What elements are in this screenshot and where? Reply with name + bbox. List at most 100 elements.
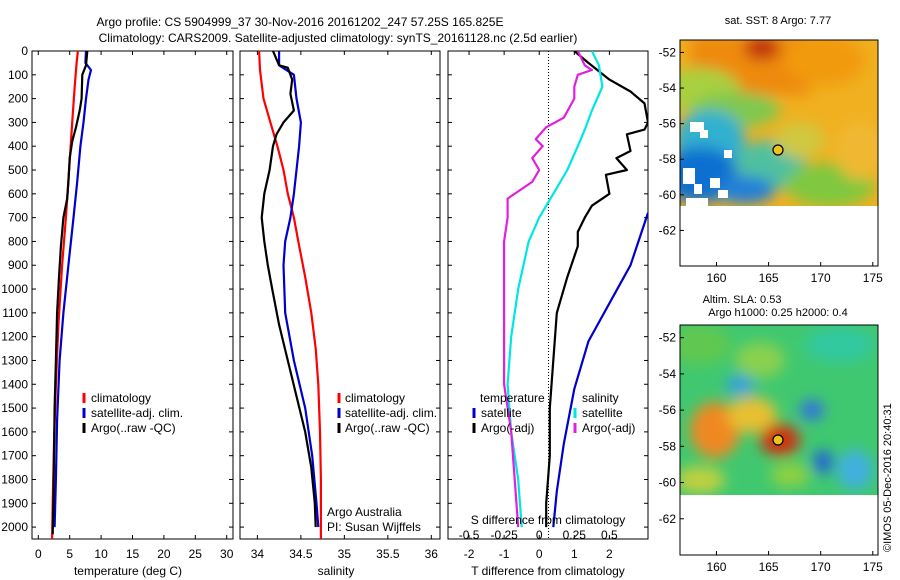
x-tick-label: 1 [571, 547, 578, 561]
x-tick-label-secondary: -0.5 [459, 528, 480, 542]
difference-legend-temperature: temperature satellite Argo(-adj) [472, 391, 545, 435]
y-tick-label: 300 [8, 115, 28, 129]
map-x-tick-label: 165 [759, 560, 779, 574]
difference-x-axis: -2 -1 0 1 2 -0.5 -0.25 0 0.25 0.5 [459, 51, 618, 561]
salinity-lines [258, 51, 322, 539]
sla-map-axes: 160 165 170 175 -52 -54 -56 -58 -60 -62 [659, 331, 883, 574]
series-line-argo-raw-qc [260, 51, 317, 528]
legend-label-satellite: satellite-adj. clim. [345, 406, 437, 420]
y-tick-label: 0 [21, 44, 28, 58]
legend-label-s-satellite: satellite [582, 406, 623, 420]
sst-map-title: sat. SST: 8 Argo: 7.77 [725, 15, 831, 27]
x-tick-label: 10 [94, 547, 108, 561]
series-line-climatology [258, 51, 322, 539]
x-tick-label: 15 [126, 547, 140, 561]
y-tick-label: 1800 [1, 472, 28, 486]
map-y-tick-label: -52 [659, 331, 677, 345]
map-x-tick-label: 160 [706, 271, 726, 285]
series-line-satellite-adj-clim [53, 51, 93, 528]
map-y-tick-label: -56 [659, 403, 677, 417]
x-tick-label: 0 [536, 547, 543, 561]
map-x-tick-label: 170 [811, 271, 831, 285]
map-y-tick-label: -62 [659, 512, 677, 526]
x-tick-label: 30 [220, 547, 234, 561]
sst-argo-marker [772, 144, 784, 156]
sst-map-image [680, 40, 878, 206]
map-y-tick-label: -58 [659, 152, 677, 166]
map-y-tick-label: -62 [659, 223, 677, 237]
temperature-lines [51, 51, 93, 539]
x-tick-label-secondary: 0 [536, 528, 543, 542]
map-y-tick-label: -56 [659, 117, 677, 131]
y-tick-label: 1000 [1, 282, 28, 296]
legend-header-temperature: temperature [480, 391, 545, 405]
y-tick-label: 1600 [1, 425, 28, 439]
legend-label-climatology: climatology [91, 391, 151, 405]
map-x-tick-label: 165 [759, 271, 779, 285]
y-tick-label: 1700 [1, 449, 28, 463]
y-tick-label: 1400 [1, 377, 28, 391]
map-y-tick-label: -58 [659, 439, 677, 453]
x-tick-label: -2 [464, 547, 475, 561]
temperature-xlabel: temperature (deg C) [74, 564, 182, 578]
x-tick-label: -1 [499, 547, 510, 561]
legend-label-argo: Argo(..raw -QC) [345, 421, 430, 435]
sst-map-axes: 160 165 170 175 -52 -54 -56 -58 -60 -62 [659, 45, 883, 285]
map-y-tick-label: -60 [659, 476, 677, 490]
map-x-tick-label: 160 [706, 560, 726, 574]
series-line-temperature-satellite [552, 212, 648, 528]
sla-map-title: Altim. SLA: 0.53 [703, 294, 782, 306]
salinity-panel [239, 50, 441, 540]
sla-map-image [680, 325, 878, 495]
legend-label-climatology: climatology [345, 391, 405, 405]
y-tick-label: 500 [8, 163, 28, 177]
sla-map-subtitle: Argo h1000: 0.25 h2000: 0.4 [708, 307, 847, 319]
salinity-x-axis: 34 34.5 35 35.5 36 [251, 51, 439, 561]
x-tick-label: 34.5 [289, 547, 313, 561]
x-tick-label: 2 [606, 547, 613, 561]
y-tick-label: 1500 [1, 401, 28, 415]
y-tick-label: 400 [8, 139, 28, 153]
y-tick-label: 800 [8, 234, 28, 248]
y-tick-label: 600 [8, 187, 28, 201]
y-tick-label: 2000 [1, 520, 28, 534]
legend-label-t-argo: Argo(-adj) [481, 421, 534, 435]
annotation-pi: PI: Susan Wijffels [327, 520, 421, 534]
map-y-tick-label: -52 [659, 45, 677, 59]
difference-lines [503, 51, 648, 528]
x-tick-label: 36 [425, 547, 439, 561]
difference-xlabel: T difference from climatology [471, 564, 625, 578]
series-line-satellite-adj-clim [278, 51, 320, 528]
x-tick-label-secondary: 0.25 [563, 528, 587, 542]
sla-map-frame [679, 324, 879, 556]
difference-xlabel-top: S difference from climatology [471, 513, 626, 527]
sla-argo-marker [772, 434, 784, 446]
legend-header-salinity: salinity [582, 391, 619, 405]
x-tick-label: 34 [251, 547, 265, 561]
y-tick-label: 100 [8, 68, 28, 82]
sst-map-frame [679, 39, 879, 267]
y-tick-label: 900 [8, 258, 28, 272]
legend-label-argo: Argo(..raw -QC) [91, 421, 176, 435]
legend-label-satellite: satellite-adj. clim. [91, 406, 183, 420]
annotation-institution: Argo Australia [327, 505, 402, 519]
title-line-1: Argo profile: CS 5904999_37 30-Nov-2016 … [97, 15, 504, 29]
series-line-salinity-satellite [506, 51, 604, 528]
x-tick-label: 25 [189, 547, 203, 561]
title-line-2: Climatology: CARS2009. Satellite-adjuste… [99, 31, 578, 45]
y-tick-label: 200 [8, 92, 28, 106]
legend-label-s-argo: Argo(-adj) [582, 421, 635, 435]
series-line-temperature-argo-adj [545, 51, 648, 528]
temperature-legend: climatology satellite-adj. clim. Argo(..… [82, 391, 183, 435]
y-tick-label: 1900 [1, 496, 28, 510]
y-tick-label: 1100 [2, 306, 28, 320]
x-tick-label: 35.5 [376, 547, 400, 561]
y-tick-label: 1200 [1, 330, 28, 344]
legend-label-t-satellite: satellite [481, 406, 522, 420]
temperature-panel [31, 50, 234, 540]
salinity-xlabel: salinity [318, 564, 355, 578]
series-line-argo-raw-qc [51, 51, 89, 535]
x-tick-label: 20 [157, 547, 171, 561]
map-y-tick-label: -54 [659, 367, 677, 381]
